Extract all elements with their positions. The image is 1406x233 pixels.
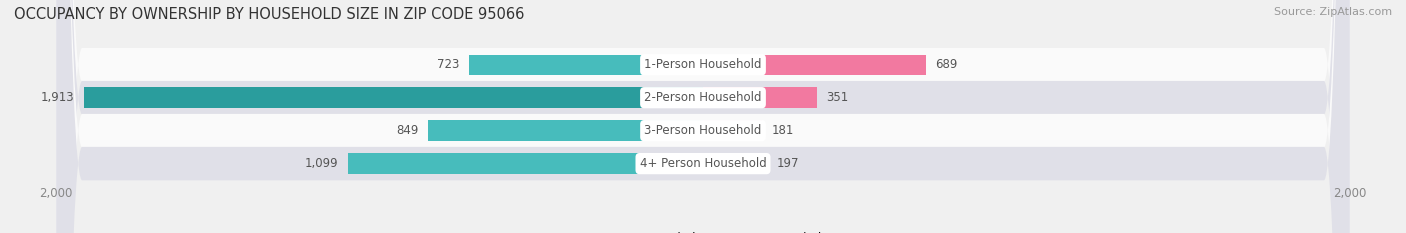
Text: 197: 197: [776, 157, 799, 170]
Text: 723: 723: [437, 58, 460, 71]
Bar: [429, 120, 703, 141]
Legend: Owner-occupied, Renter-occupied: Owner-occupied, Renter-occupied: [579, 228, 827, 233]
Bar: [703, 87, 817, 108]
Text: 2-Person Household: 2-Person Household: [644, 91, 762, 104]
Bar: [703, 55, 925, 75]
Text: 1-Person Household: 1-Person Household: [644, 58, 762, 71]
FancyBboxPatch shape: [56, 0, 1350, 233]
Text: 181: 181: [772, 124, 793, 137]
Text: 4+ Person Household: 4+ Person Household: [640, 157, 766, 170]
Bar: [703, 120, 762, 141]
Text: 3-Person Household: 3-Person Household: [644, 124, 762, 137]
FancyBboxPatch shape: [56, 0, 1350, 233]
Text: Source: ZipAtlas.com: Source: ZipAtlas.com: [1274, 7, 1392, 17]
Text: 1,099: 1,099: [304, 157, 337, 170]
FancyBboxPatch shape: [56, 0, 1350, 233]
Bar: [703, 153, 766, 174]
Text: 1,913: 1,913: [41, 91, 75, 104]
Text: 849: 849: [396, 124, 419, 137]
Text: OCCUPANCY BY OWNERSHIP BY HOUSEHOLD SIZE IN ZIP CODE 95066: OCCUPANCY BY OWNERSHIP BY HOUSEHOLD SIZE…: [14, 7, 524, 22]
Bar: [347, 153, 703, 174]
FancyBboxPatch shape: [56, 0, 1350, 233]
Bar: [84, 87, 703, 108]
Text: 351: 351: [827, 91, 848, 104]
Text: 689: 689: [935, 58, 957, 71]
Bar: [470, 55, 703, 75]
